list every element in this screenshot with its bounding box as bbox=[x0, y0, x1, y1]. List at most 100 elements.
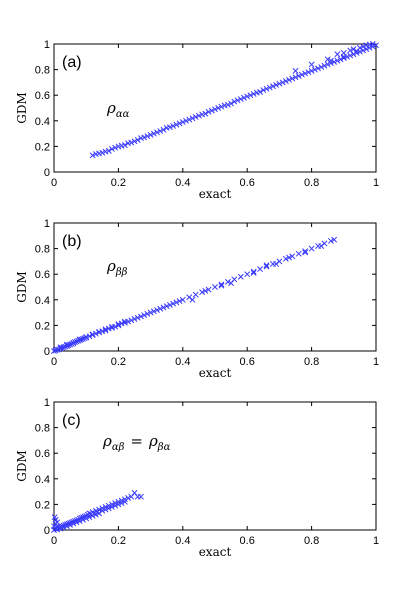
scatter-point bbox=[295, 250, 302, 257]
scatter-point bbox=[150, 130, 157, 137]
scatter-point bbox=[160, 304, 167, 311]
scatter-point bbox=[308, 245, 315, 252]
scatter-point bbox=[250, 90, 257, 97]
scatter-point bbox=[270, 83, 276, 90]
scatter-point bbox=[289, 75, 296, 82]
scatter-point bbox=[302, 70, 309, 77]
scatter-point bbox=[115, 498, 122, 505]
scatter-point bbox=[176, 298, 183, 305]
annotation-subscript: ββ bbox=[115, 267, 128, 278]
scatter-point bbox=[347, 47, 354, 54]
y-tick-label: 0.2 bbox=[35, 320, 50, 332]
scatter-point bbox=[125, 495, 132, 501]
y-tick-label: 1 bbox=[44, 218, 50, 230]
scatter-point bbox=[131, 138, 138, 145]
scatter-point bbox=[195, 112, 202, 119]
y-tick-label: 0.8 bbox=[35, 244, 50, 256]
scatter-point bbox=[331, 58, 338, 65]
annotation-base-2: ρ bbox=[148, 432, 158, 450]
x-tick-label: 0.2 bbox=[111, 356, 126, 368]
scatter-point bbox=[154, 129, 160, 136]
x-tick-label: 0 bbox=[51, 356, 57, 368]
x-tick-label: 1 bbox=[373, 535, 379, 547]
scatter-point bbox=[263, 262, 270, 269]
scatter-point bbox=[250, 268, 257, 275]
scatter-point bbox=[279, 79, 286, 86]
x-tick-label: 0 bbox=[51, 535, 57, 547]
scatter-point bbox=[57, 345, 64, 352]
scatter-point bbox=[105, 502, 112, 509]
scatter-point bbox=[263, 85, 270, 92]
scatter-point bbox=[179, 119, 186, 126]
scatter-point bbox=[202, 110, 209, 117]
y-tick-label: 0 bbox=[44, 525, 50, 537]
annotation-base: ρ bbox=[106, 257, 116, 275]
scatter-point bbox=[237, 96, 244, 102]
scatter-point bbox=[147, 309, 154, 316]
scatter-point bbox=[282, 255, 289, 262]
plot-frame bbox=[53, 222, 377, 352]
scatter-point bbox=[308, 67, 315, 74]
y-axis-label: GDM bbox=[15, 92, 29, 124]
scatter-point bbox=[192, 291, 199, 298]
scatter-point bbox=[199, 289, 206, 296]
y-tick-label: 0.4 bbox=[35, 474, 50, 486]
scatter-point bbox=[76, 515, 83, 522]
scatter-point bbox=[78, 336, 85, 343]
x-tick-label: 1 bbox=[373, 177, 379, 189]
scatter-point bbox=[86, 514, 93, 521]
scatter-point bbox=[205, 286, 212, 293]
annotation: ρββ bbox=[106, 257, 128, 278]
scatter-point bbox=[173, 121, 180, 128]
y-axis-label: GDM bbox=[15, 450, 29, 482]
scatter-point bbox=[327, 237, 334, 244]
scatter-point bbox=[63, 341, 70, 348]
scatter-point bbox=[96, 328, 103, 335]
scatter-point bbox=[212, 284, 218, 290]
scatter-point bbox=[292, 67, 299, 74]
scatter-point bbox=[71, 339, 78, 345]
scatter-point bbox=[102, 504, 109, 510]
scatter-point bbox=[137, 313, 144, 320]
x-tick-label: 0 bbox=[51, 177, 57, 189]
scatter-point bbox=[137, 493, 144, 500]
panel-label: (c) bbox=[62, 412, 81, 429]
scatter-point bbox=[353, 48, 360, 54]
scatter-point bbox=[109, 146, 115, 152]
scatter-point bbox=[183, 117, 189, 124]
scatter-point bbox=[360, 43, 367, 50]
scatter-point bbox=[224, 278, 231, 285]
annotation: ραβ = ρβα bbox=[102, 432, 171, 453]
scatter-point bbox=[76, 336, 83, 343]
scatter-point bbox=[118, 497, 125, 504]
scatter-point bbox=[250, 269, 257, 276]
scatter-point bbox=[166, 301, 173, 308]
scatter-point bbox=[373, 42, 379, 49]
scatter-point bbox=[83, 515, 90, 522]
y-tick-label: 0.4 bbox=[35, 295, 50, 307]
y-axis-label: GDM bbox=[15, 271, 29, 303]
annotation-base: ρ bbox=[106, 99, 116, 117]
y-tick-label: 0.8 bbox=[35, 65, 50, 77]
scatter-point bbox=[286, 76, 293, 83]
scatter-point bbox=[292, 74, 299, 81]
scatter-point bbox=[321, 62, 328, 69]
scatter-point bbox=[102, 326, 109, 333]
scatter-point bbox=[224, 101, 231, 108]
scatter-point bbox=[109, 323, 115, 330]
scatter-point bbox=[112, 500, 119, 507]
scatter-point bbox=[350, 46, 357, 53]
scatter-point bbox=[170, 122, 177, 129]
scatter-point bbox=[105, 147, 112, 154]
scatter-point bbox=[179, 296, 186, 303]
scatter-point bbox=[147, 131, 154, 138]
scatter-point bbox=[59, 344, 66, 351]
y-tick-label: 0.2 bbox=[35, 141, 50, 153]
scatter-point bbox=[340, 55, 347, 62]
scatter-point bbox=[65, 342, 72, 349]
scatter-point bbox=[315, 65, 321, 72]
scatter-point bbox=[263, 263, 270, 270]
scatter-point bbox=[244, 271, 251, 278]
scatter-point bbox=[51, 348, 57, 354]
scatter-point bbox=[134, 314, 141, 321]
